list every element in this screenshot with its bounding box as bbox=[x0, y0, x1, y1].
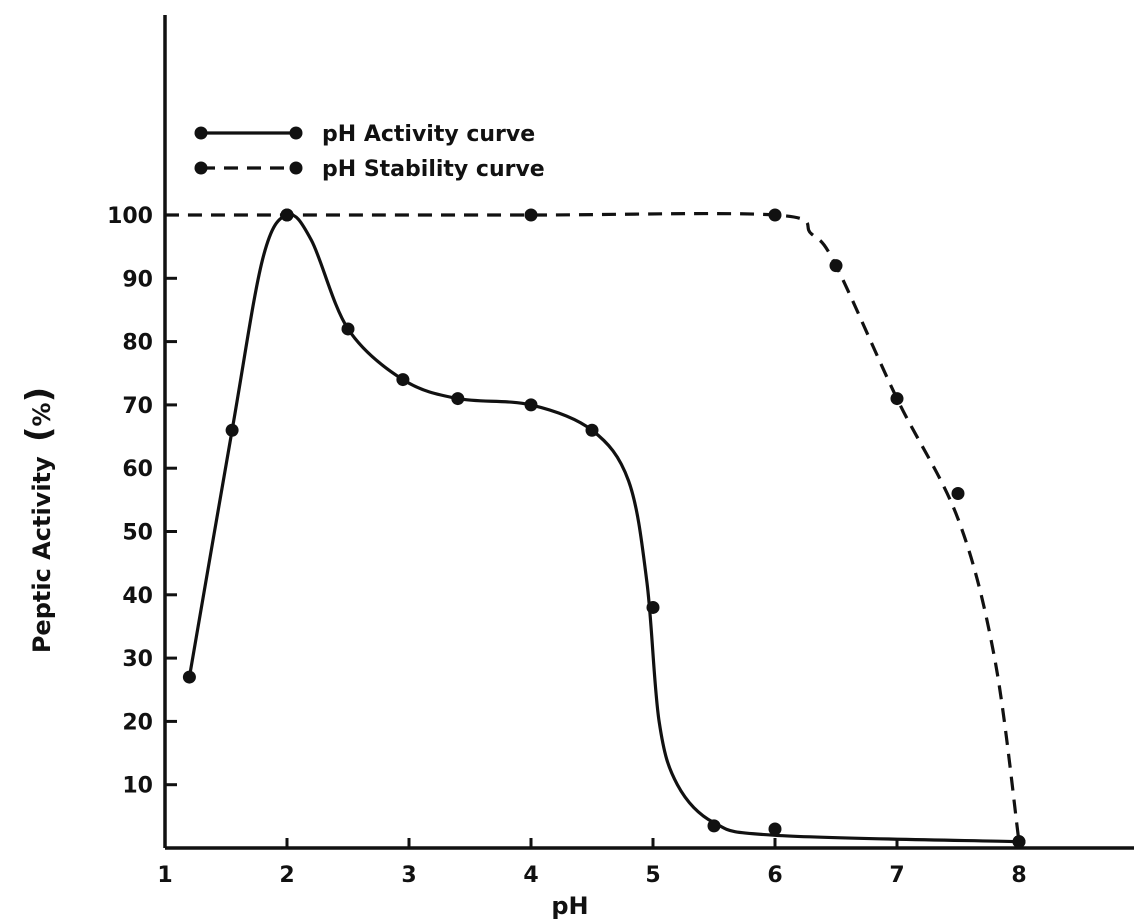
y-tick-label: 70 bbox=[122, 394, 153, 419]
data-point bbox=[396, 373, 410, 387]
y-tick-label: 20 bbox=[122, 710, 153, 735]
data-point bbox=[646, 600, 660, 614]
series-line bbox=[187, 212, 1020, 844]
y-tick-label: 90 bbox=[122, 267, 153, 292]
y-tick-label: 60 bbox=[122, 457, 153, 482]
y-tick-label: 80 bbox=[122, 331, 153, 356]
legend-label: pH Stability curve bbox=[322, 157, 545, 182]
legend: pH Activity curve pH Stability curve bbox=[194, 122, 545, 182]
series-stability bbox=[165, 208, 1026, 849]
legend-marker bbox=[194, 161, 208, 175]
x-tick-label: 3 bbox=[401, 863, 416, 888]
x-ticks: 1 2 3 4 5 6 7 8 bbox=[157, 838, 1027, 888]
y-tick-label: 10 bbox=[122, 774, 153, 799]
legend-item: pH Stability curve bbox=[194, 157, 545, 182]
data-point bbox=[890, 392, 904, 406]
data-point bbox=[768, 208, 782, 222]
data-point bbox=[451, 392, 465, 406]
legend-marker bbox=[289, 161, 303, 175]
series-line bbox=[165, 211, 1021, 842]
x-tick-label: 2 bbox=[279, 863, 294, 888]
data-point bbox=[280, 208, 294, 222]
x-tick-label: 7 bbox=[889, 863, 904, 888]
data-point bbox=[524, 398, 538, 412]
legend-item: pH Activity curve bbox=[194, 122, 535, 147]
axes bbox=[163, 15, 1134, 850]
data-point bbox=[182, 670, 196, 684]
x-tick-label: 4 bbox=[523, 863, 538, 888]
data-point bbox=[951, 487, 965, 501]
data-point bbox=[1012, 835, 1026, 849]
data-point bbox=[585, 423, 599, 437]
y-tick-label: 30 bbox=[122, 647, 153, 672]
legend-marker bbox=[289, 126, 303, 140]
y-axis-title-paren-close: ) bbox=[19, 387, 59, 403]
legend-marker bbox=[194, 126, 208, 140]
x-tick-label: 6 bbox=[767, 863, 782, 888]
legend-label: pH Activity curve bbox=[322, 122, 535, 147]
y-ticks: 10 20 30 40 50 60 70 80 90 100 bbox=[107, 204, 177, 799]
data-point bbox=[524, 208, 538, 222]
x-axis-title: pH bbox=[551, 892, 588, 920]
x-tick-label: 1 bbox=[157, 863, 172, 888]
y-tick-label: 100 bbox=[107, 204, 153, 229]
y-axis-title: Peptic Activity (%) bbox=[19, 387, 59, 653]
data-point bbox=[768, 822, 782, 836]
x-tick-label: 5 bbox=[645, 863, 660, 888]
series-layer bbox=[165, 208, 1026, 849]
data-point bbox=[341, 322, 355, 336]
y-axis-title-group: Peptic Activity (%) bbox=[19, 387, 59, 653]
y-axis-title-unit: % bbox=[28, 402, 56, 426]
y-axis-title-text: Peptic Activity bbox=[28, 456, 56, 653]
y-tick-label: 40 bbox=[122, 584, 153, 609]
data-point bbox=[829, 259, 843, 273]
y-axis-title-paren-open: ( bbox=[19, 426, 59, 442]
data-point bbox=[225, 423, 239, 437]
series-activity bbox=[182, 208, 1026, 849]
y-tick-label: 50 bbox=[122, 521, 153, 546]
x-tick-label: 8 bbox=[1011, 863, 1026, 888]
data-point bbox=[707, 819, 721, 833]
